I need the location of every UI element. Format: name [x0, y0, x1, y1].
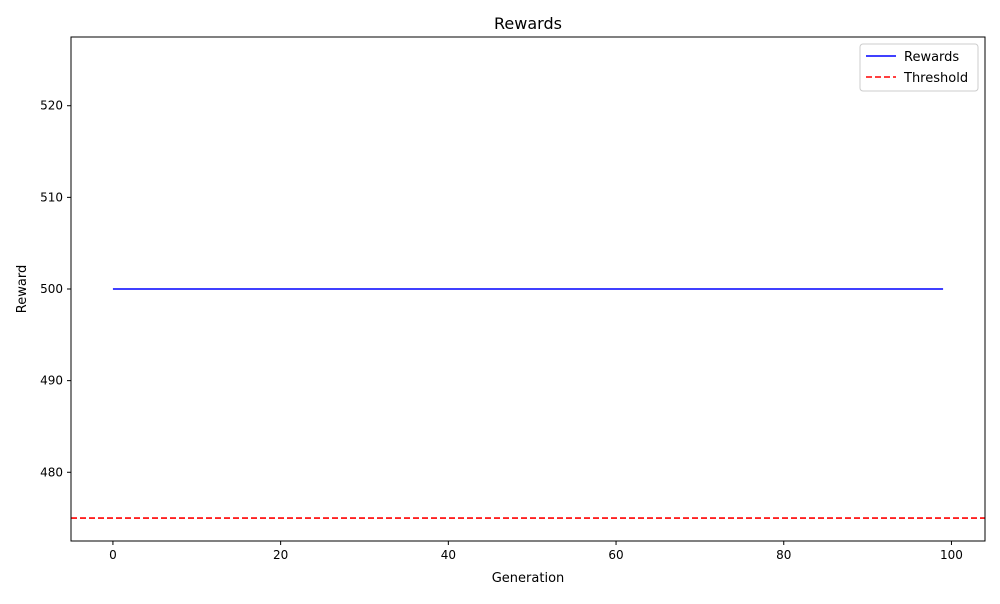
legend-label-threshold: Threshold — [903, 71, 968, 86]
x-tick-label-100: 100 — [940, 548, 963, 562]
y-tick-label-500: 500 — [40, 282, 63, 296]
y-tick-label-510: 510 — [40, 190, 63, 204]
chart-title: Rewards — [494, 14, 562, 33]
x-axis: 0 20 40 60 80 100 — [109, 541, 963, 562]
y-tick-label-520: 520 — [40, 99, 63, 113]
x-tick-label-0: 0 — [109, 548, 117, 562]
x-axis-label: Generation — [492, 571, 565, 586]
y-axis-label: Reward — [15, 265, 30, 313]
legend-label-rewards: Rewards — [904, 50, 959, 65]
y-axis: 480 490 500 510 520 — [40, 99, 71, 479]
x-tick-label-20: 20 — [273, 548, 288, 562]
x-tick-label-60: 60 — [608, 548, 623, 562]
x-tick-label-40: 40 — [441, 548, 456, 562]
legend: Rewards Threshold — [859, 43, 979, 92]
x-tick-label-80: 80 — [776, 548, 791, 562]
y-tick-label-480: 480 — [40, 465, 63, 479]
y-tick-label-490: 490 — [40, 374, 63, 388]
